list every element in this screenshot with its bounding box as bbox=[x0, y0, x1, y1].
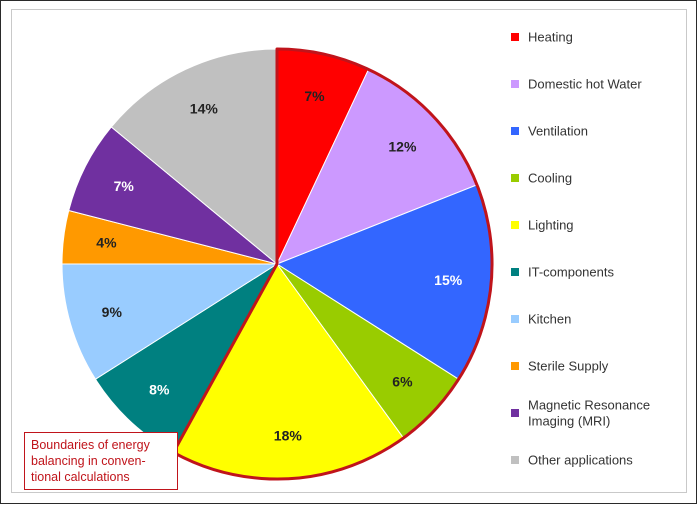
annotation-line-3: tional calculations bbox=[31, 470, 130, 484]
legend-item-heating: Heating bbox=[511, 30, 573, 45]
legend-label-it-components: IT-components bbox=[528, 265, 614, 280]
legend-swatch-ventilation bbox=[511, 127, 519, 135]
data-label-other-applications: 14% bbox=[190, 100, 219, 116]
legend-swatch-magnetic-resonance-imaging-mri bbox=[511, 409, 519, 417]
legend-label-magnetic-resonance-imaging-mri: Magnetic Resonance Imaging (MRI) bbox=[528, 398, 650, 429]
legend-swatch-sterile-supply bbox=[511, 362, 519, 370]
data-label-lighting: 18% bbox=[274, 428, 303, 444]
data-label-it-components: 8% bbox=[149, 381, 170, 397]
legend-item-cooling: Cooling bbox=[511, 171, 572, 186]
legend-swatch-kitchen bbox=[511, 315, 519, 323]
legend-item-ventilation: Ventilation bbox=[511, 124, 588, 139]
legend-swatch-domestic-hot-water bbox=[511, 80, 519, 88]
chart-area bbox=[11, 9, 687, 493]
annotation-line-1: Boundaries of energy bbox=[31, 438, 150, 452]
data-label-domestic-hot-water: 12% bbox=[388, 138, 417, 154]
pie-data-labels: 7% 12% 15% 6% 18% 8% 9% 4% 7% 14% bbox=[96, 88, 462, 444]
legend-label-sterile-supply: Sterile Supply bbox=[528, 359, 609, 374]
data-label-magnetic-resonance-imaging-mri: 7% bbox=[114, 178, 135, 194]
legend-swatch-other-applications bbox=[511, 456, 519, 464]
annotation-line-2: balancing in conven- bbox=[31, 454, 146, 468]
data-label-heating: 7% bbox=[304, 88, 325, 104]
legend-swatch-cooling bbox=[511, 174, 519, 182]
legend-label-kitchen: Kitchen bbox=[528, 312, 571, 327]
energy-balance-boundary bbox=[171, 47, 494, 481]
legend: Heating Domestic hot Water Ventilation Cool… bbox=[511, 30, 650, 468]
legend-item-lighting: Lighting bbox=[511, 218, 574, 233]
data-label-sterile-supply: 4% bbox=[96, 234, 117, 250]
slice-other-applications bbox=[110, 48, 278, 266]
legend-item-magnetic-resonance-imaging-mri: Magnetic Resonance Imaging (MRI) bbox=[511, 398, 650, 429]
legend-item-domestic-hot-water: Domestic hot Water bbox=[511, 77, 642, 92]
data-label-ventilation: 15% bbox=[434, 272, 463, 288]
legend-label-lighting: Lighting bbox=[528, 218, 574, 233]
legend-item-other-applications: Other applications bbox=[511, 453, 633, 468]
legend-label-heating: Heating bbox=[528, 30, 573, 45]
legend-item-kitchen: Kitchen bbox=[511, 312, 571, 327]
data-label-cooling: 6% bbox=[392, 374, 413, 390]
legend-item-it-components: IT-components bbox=[511, 265, 614, 280]
pie-slices bbox=[61, 48, 493, 480]
legend-swatch-it-components bbox=[511, 268, 519, 276]
legend-label-other-applications: Other applications bbox=[528, 453, 633, 468]
data-label-kitchen: 9% bbox=[102, 304, 123, 320]
slice-kitchen bbox=[61, 263, 279, 380]
legend-item-sterile-supply: Sterile Supply bbox=[511, 359, 609, 374]
legend-label-domestic-hot-water: Domestic hot Water bbox=[528, 77, 642, 92]
legend-swatch-lighting bbox=[511, 221, 519, 229]
legend-label-cooling: Cooling bbox=[528, 171, 572, 186]
boundary-annotation: Boundaries of energy balancing in conven… bbox=[24, 432, 178, 490]
legend-swatch-heating bbox=[511, 33, 519, 41]
legend-label-ventilation: Ventilation bbox=[528, 124, 588, 139]
